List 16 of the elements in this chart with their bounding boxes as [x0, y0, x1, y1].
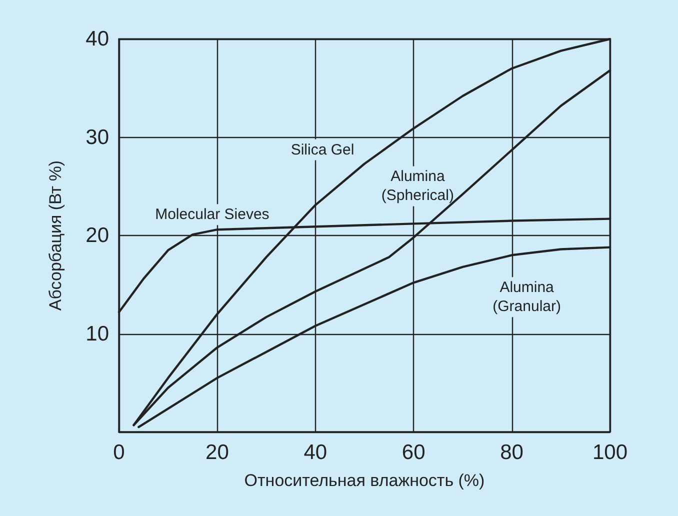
x-tick-label: 60: [402, 441, 426, 464]
y-tick-label: 30: [86, 126, 109, 149]
series-label: Alumina (Spherical): [381, 168, 454, 204]
x-tick-label: 0: [113, 441, 125, 464]
y-tick-label: 10: [86, 322, 109, 346]
y-tick-label: 40: [86, 28, 109, 50]
x-tick-label: 20: [206, 441, 229, 464]
series-label: Silica Gel: [290, 141, 354, 158]
series-label: Molecular Sieves: [155, 206, 270, 224]
x-tick-label: 100: [592, 441, 628, 464]
x-tick-label: 80: [500, 441, 524, 464]
x-tick-label: 40: [304, 441, 328, 464]
series-label: Alumina (Granular): [492, 279, 561, 316]
y-tick-label: 20: [86, 224, 109, 247]
x-axis-title: Относительная влажность (%): [244, 471, 485, 490]
y-axis-title: Абсорбация (Вт %): [46, 160, 65, 311]
